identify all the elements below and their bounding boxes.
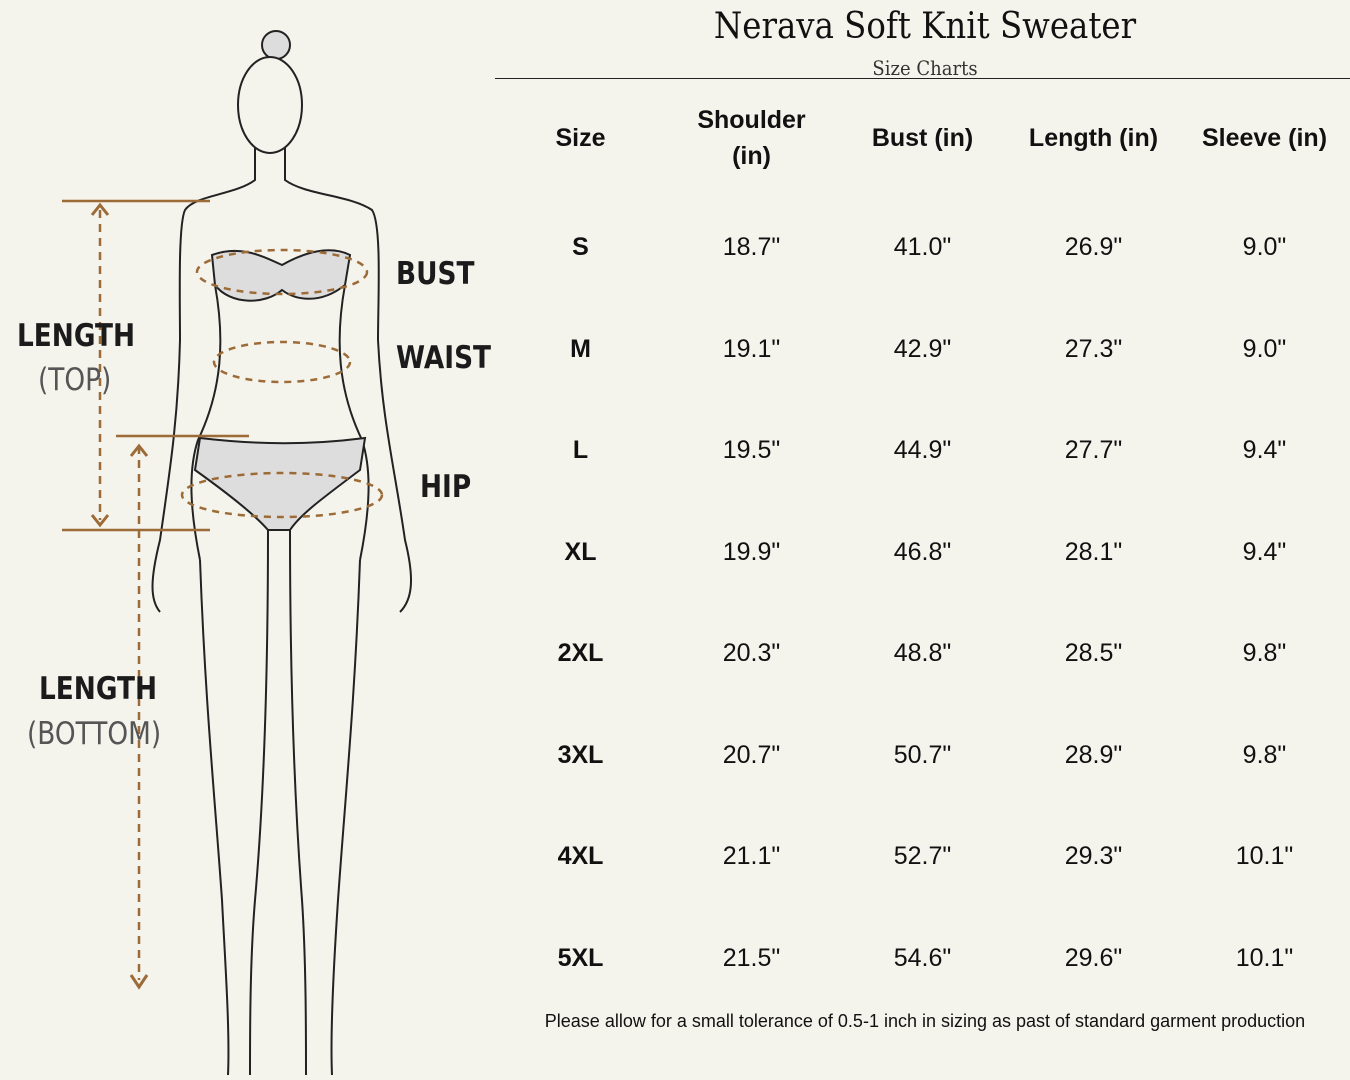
header-sleeve: Sleeve (in) [1201, 123, 1328, 152]
cell-shoulder: 20.3" [722, 639, 781, 668]
hip-garment [193, 436, 367, 531]
cell-shoulder: 18.7" [722, 233, 781, 262]
cell-size: L [572, 436, 589, 465]
table-row: 5XL 21.5" 54.6" 29.6" 10.1" [495, 908, 1350, 1010]
legs [199, 529, 361, 1076]
cell-length: 29.6" [1064, 943, 1123, 972]
header-size: Size [555, 123, 606, 152]
length-bottom-sublabel: (BOTTOM) [27, 716, 162, 752]
hair-bun [261, 30, 291, 60]
cell-bust: 44.9" [893, 436, 952, 465]
table-row: XL 19.9" 46.8" 28.1" 9.4" [495, 502, 1350, 604]
cell-bust: 46.8" [893, 537, 952, 566]
cell-sleeve: 9.4" [1242, 537, 1287, 566]
cell-size: S [572, 233, 589, 262]
cell-sleeve: 9.0" [1242, 233, 1287, 262]
cell-shoulder: 19.9" [722, 537, 781, 566]
table-row: S 18.7" 41.0" 26.9" 9.0" [495, 197, 1350, 299]
cell-length: 28.1" [1064, 537, 1123, 566]
cell-bust: 52.7" [893, 842, 952, 871]
body-measurement-figure [62, 30, 412, 1076]
bust-label: BUST [396, 256, 475, 292]
cell-shoulder: 20.7" [722, 740, 781, 769]
cell-size: 3XL [557, 740, 604, 769]
length-top-sublabel: (TOP) [38, 362, 112, 398]
cell-shoulder: 19.5" [722, 436, 781, 465]
cell-sleeve: 10.1" [1235, 943, 1294, 972]
table-body: S 18.7" 41.0" 26.9" 9.0" M 19.1" 42.9" 27.3" 9.0"… [495, 197, 1350, 1009]
header-shoulder: Shoulder (in) [697, 105, 806, 170]
page-subtitle: Size Charts [872, 56, 978, 80]
cell-length: 28.5" [1064, 639, 1123, 668]
tolerance-note: Please allow for a small tolerance of 0.… [544, 1011, 1306, 1031]
cell-length: 27.7" [1064, 436, 1123, 465]
table-row: L 19.5" 44.9" 27.7" 9.4" [495, 400, 1350, 502]
cell-shoulder: 21.1" [722, 842, 781, 871]
cell-length: 29.3" [1064, 842, 1123, 871]
cell-bust: 50.7" [893, 740, 952, 769]
table-row: 3XL 20.7" 50.7" 28.9" 9.8" [495, 705, 1350, 807]
head [237, 56, 303, 154]
cell-sleeve: 9.8" [1242, 740, 1287, 769]
cell-size: 2XL [557, 639, 604, 668]
divider [495, 78, 1350, 79]
cell-length: 27.3" [1064, 334, 1123, 363]
page-title: Nerava Soft Knit Sweater [713, 6, 1137, 47]
cell-shoulder: 19.1" [722, 334, 781, 363]
cell-size: M [570, 334, 591, 363]
size-table: Size Shoulder (in) Bust (in) Length (in)… [495, 95, 1350, 972]
cell-sleeve: 9.4" [1242, 436, 1287, 465]
cell-length: 26.9" [1064, 233, 1123, 262]
cell-size: XL [564, 537, 597, 566]
hip-label: HIP [420, 469, 472, 505]
header-bust: Bust (in) [871, 123, 974, 152]
length-top-label: LENGTH [17, 318, 136, 354]
header-length: Length (in) [1028, 123, 1159, 152]
length-bottom-label: LENGTH [39, 671, 158, 707]
bust-garment [210, 249, 352, 302]
cell-sleeve: 9.0" [1242, 334, 1287, 363]
cell-size: 4XL [557, 842, 604, 871]
cell-sleeve: 9.8" [1242, 639, 1287, 668]
waist-label: WAIST [396, 340, 492, 376]
cell-bust: 41.0" [893, 233, 952, 262]
torso-outline [151, 148, 412, 613]
cell-length: 28.9" [1064, 740, 1123, 769]
cell-bust: 42.9" [893, 334, 952, 363]
cell-size: 5XL [557, 943, 604, 972]
table-row: 2XL 20.3" 48.8" 28.5" 9.8" [495, 603, 1350, 705]
cell-shoulder: 21.5" [722, 943, 781, 972]
cell-sleeve: 10.1" [1235, 842, 1294, 871]
cell-bust: 48.8" [893, 639, 952, 668]
table-row: 4XL 21.1" 52.7" 29.3" 10.1" [495, 806, 1350, 908]
cell-bust: 54.6" [893, 943, 952, 972]
table-header: Size Shoulder (in) Bust (in) Length (in)… [495, 95, 1350, 180]
table-row: M 19.1" 42.9" 27.3" 9.0" [495, 299, 1350, 401]
